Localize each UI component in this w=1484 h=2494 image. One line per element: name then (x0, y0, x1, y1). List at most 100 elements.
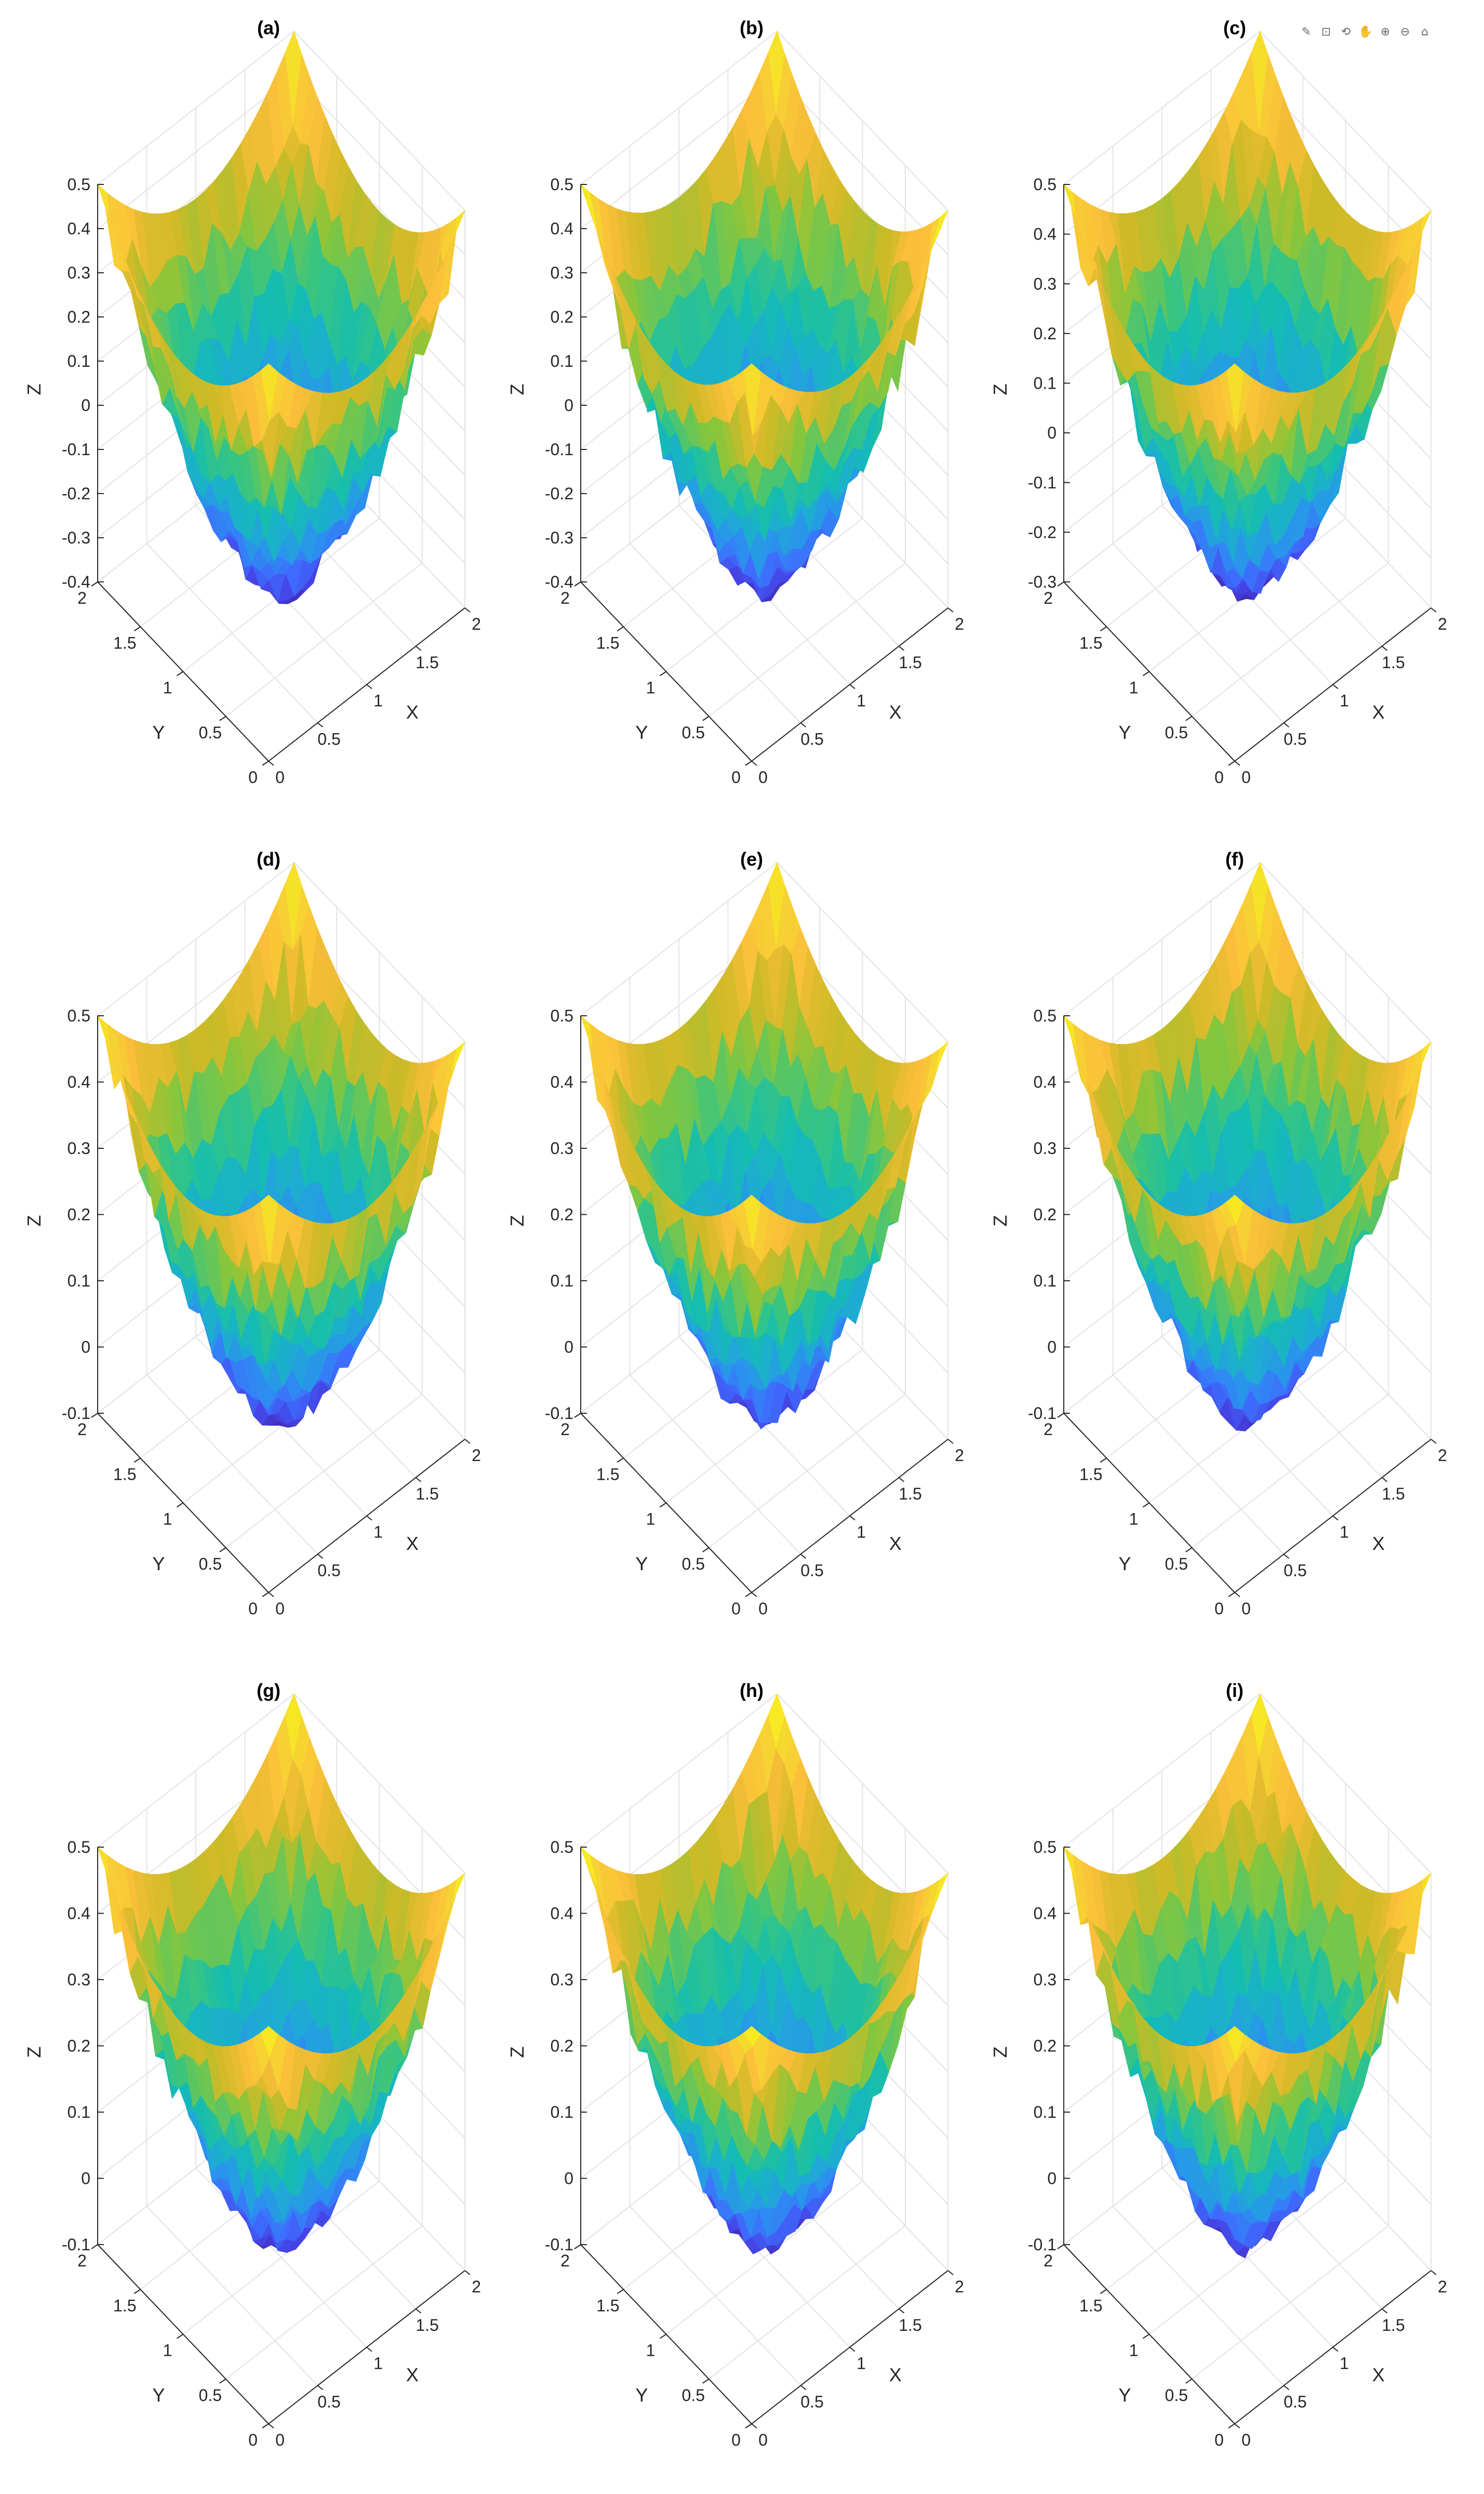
x-tick (1333, 1516, 1338, 1520)
x-tick-label: 1 (857, 2354, 866, 2373)
x-tick (948, 608, 953, 612)
y-tick (262, 761, 269, 765)
x-tick-label: 1.5 (1382, 2316, 1405, 2334)
x-tick-label: 1.5 (899, 2316, 921, 2334)
x-tick (1284, 1554, 1289, 1558)
z-tick-label: 0 (1047, 423, 1057, 442)
y-tick-label: 1 (646, 1510, 656, 1529)
y-tick (1143, 2334, 1149, 2339)
x-tick (1333, 685, 1338, 689)
x-tick (899, 646, 904, 651)
z-tick-label: 0 (81, 1338, 90, 1357)
z-tick-label: 0.5 (551, 1006, 573, 1025)
y-tick-label: 0 (731, 768, 741, 787)
x-tick (1431, 1439, 1436, 1443)
surface-mesh (1064, 863, 1431, 1431)
x-tick-label: 0 (758, 1599, 768, 1618)
z-tick-label: -0.1 (62, 1404, 90, 1423)
x-tick (318, 1554, 323, 1558)
y-tick-label: 0.5 (682, 723, 705, 742)
zoom-out-icon[interactable]: ⊖ (1397, 24, 1413, 39)
y-tick (1058, 2245, 1064, 2249)
z-axis-label: Z (990, 2047, 1011, 2058)
y-axis-label: Y (635, 722, 648, 743)
x-tick (367, 1516, 372, 1520)
x-axis-label: X (406, 701, 419, 723)
y-tick-label: 0.5 (199, 723, 222, 742)
z-tick-label: 0.4 (68, 1904, 90, 1923)
x-tick-label: 0.5 (1284, 729, 1306, 748)
x-tick-label: 1 (373, 1523, 383, 1542)
y-tick-label: 1.5 (1079, 633, 1102, 652)
z-tick-label: 0.4 (551, 1073, 573, 1092)
y-tick-label: 0.5 (1165, 723, 1188, 742)
y-tick-label: 1 (163, 2341, 172, 2360)
z-tick-label: 0.5 (68, 1838, 90, 1856)
y-tick-label: 1 (163, 1510, 172, 1529)
panel-title: (e) (740, 848, 763, 870)
x-tick-label: 0 (758, 2431, 768, 2449)
x-tick (752, 761, 757, 765)
y-tick (262, 1593, 269, 1597)
y-tick (1186, 717, 1192, 721)
x-tick-label: 2 (1438, 2277, 1447, 2296)
zoom-in-icon[interactable]: ⊕ (1378, 24, 1393, 39)
x-tick (1235, 1593, 1240, 1597)
z-tick-label: 0.3 (551, 263, 573, 282)
y-tick (1228, 761, 1235, 765)
rotate-icon[interactable]: ⟲ (1338, 24, 1354, 39)
z-tick-label: 0.3 (551, 1139, 573, 1158)
y-tick (574, 1413, 581, 1417)
y-tick-label: 1 (1129, 2341, 1139, 2360)
y-tick-label: 1 (1129, 1510, 1139, 1529)
x-tick-label: 0.5 (317, 1561, 340, 1580)
z-tick-label: 0.2 (68, 1205, 90, 1224)
z-axis-label: Z (990, 1215, 1011, 1227)
x-tick (1235, 2424, 1240, 2428)
x-axis-label: X (1372, 1533, 1385, 1554)
y-tick (703, 2379, 709, 2383)
z-tick-label: 0.5 (68, 175, 90, 194)
home-icon[interactable]: ⌂ (1417, 24, 1433, 39)
x-tick-label: 2 (955, 2277, 964, 2296)
y-tick (1100, 627, 1106, 631)
x-tick-label: 1.5 (416, 653, 438, 672)
x-tick (948, 2271, 953, 2275)
surface-mesh (1064, 31, 1431, 601)
pan-icon[interactable]: ✋ (1358, 24, 1373, 39)
y-tick (1228, 2424, 1235, 2428)
x-tick (367, 2347, 372, 2352)
x-tick (416, 1478, 421, 1482)
x-tick-label: 0.5 (1284, 1561, 1306, 1580)
z-tick-label: 0.2 (1034, 2037, 1057, 2055)
y-tick-label: 2 (77, 1420, 87, 1439)
z-axis-label: Z (506, 1215, 528, 1227)
panel-title: (a) (257, 17, 280, 38)
y-tick-label: 2 (1044, 2251, 1053, 2270)
x-tick-label: 0.5 (800, 1561, 823, 1580)
x-tick-label: 0.5 (1284, 2392, 1306, 2411)
y-tick (660, 2334, 666, 2339)
x-tick-label: 0.5 (317, 729, 340, 748)
y-tick-label: 0.5 (682, 1555, 705, 1573)
x-tick-label: 1 (857, 1523, 866, 1542)
z-tick-label: 0.3 (1034, 1139, 1057, 1158)
z-tick-label: 0.3 (551, 1970, 573, 1989)
y-tick (660, 1503, 666, 1507)
y-tick-label: 0 (1214, 2431, 1224, 2449)
x-tick (1382, 1478, 1387, 1482)
x-axis-label: X (1372, 701, 1385, 723)
y-tick-label: 0.5 (1165, 2386, 1188, 2405)
z-tick-label: 0.2 (551, 308, 573, 326)
x-tick-label: 2 (955, 615, 964, 633)
z-tick-label: -0.3 (545, 528, 573, 547)
z-tick-label: -0.1 (1028, 473, 1057, 492)
y-tick-label: 0 (248, 1599, 258, 1618)
z-axis-label: Z (23, 1215, 45, 1227)
z-tick-label: 0.1 (1034, 374, 1057, 393)
y-tick (220, 1548, 226, 1552)
edit-icon[interactable]: ✎ (1299, 24, 1314, 39)
x-tick-label: 1.5 (1382, 1484, 1405, 1503)
data-tip-icon[interactable]: ⊡ (1318, 24, 1334, 39)
z-tick-label: 0.5 (1034, 175, 1057, 194)
